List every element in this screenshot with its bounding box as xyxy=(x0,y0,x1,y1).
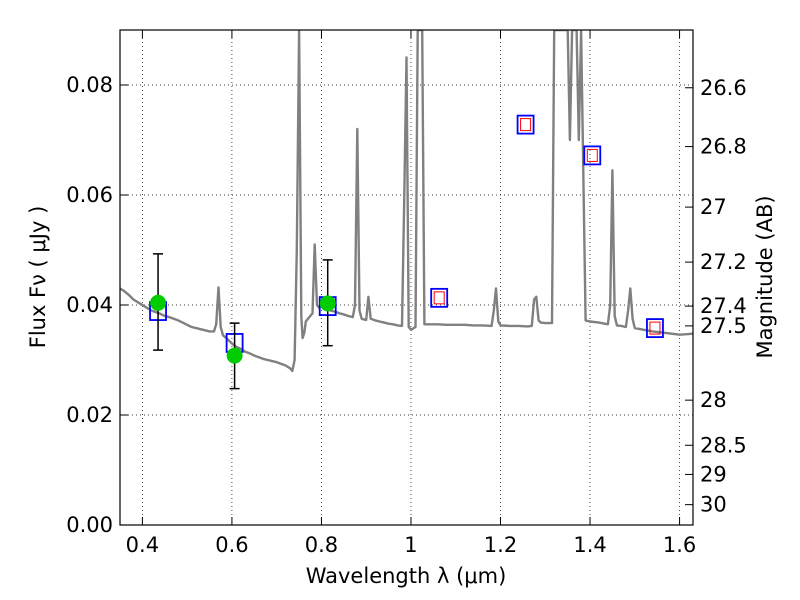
x-tick-label: 1.6 xyxy=(663,533,696,557)
model-square-marker xyxy=(430,287,449,308)
right-tick-label: 27 xyxy=(700,195,727,219)
right-tick-label: 26.6 xyxy=(700,76,747,100)
right-tick-label: 27.2 xyxy=(700,250,747,274)
right-tick-label: 29 xyxy=(700,462,727,486)
y-axis-label: Flux Fν ( μJy ) xyxy=(26,206,50,349)
x-axis-label: Wavelength λ (μm) xyxy=(306,564,507,588)
x-tick-label: 0.6 xyxy=(215,533,248,557)
x-tick-label: 1.2 xyxy=(484,533,517,557)
right-tick-label: 28.5 xyxy=(700,433,747,457)
x-tick-label: 0.8 xyxy=(305,533,338,557)
model-square-marker xyxy=(583,145,602,166)
right-tick-label: 26.8 xyxy=(700,135,747,159)
model-square-marker xyxy=(646,318,664,339)
tick-layer: 0.4 0.6 0.8 1 1.2 1.4 1.6 0.00 0.02 0.04 0.06 0.08 2… xyxy=(66,30,747,557)
x-tick-label: 1 xyxy=(404,533,417,557)
data-layer xyxy=(120,30,693,373)
model-inner-square-marker xyxy=(520,118,532,132)
observed-point xyxy=(150,294,167,311)
x-tick-label: 0.4 xyxy=(126,533,159,557)
right-tick-label: 28 xyxy=(700,388,727,412)
right-tick-label: 30 xyxy=(700,493,727,517)
model-inner-square-marker xyxy=(433,291,445,305)
model-inner-square-marker xyxy=(586,148,598,162)
model-inner-square-marker xyxy=(649,321,661,335)
right-axis-label: Magnitude (AB) xyxy=(753,195,777,358)
right-tick-label: 27.4 xyxy=(700,294,747,318)
observed-point xyxy=(319,295,336,312)
model-square-marker xyxy=(516,114,535,135)
y-tick-label: 0.06 xyxy=(66,183,113,207)
observed-point xyxy=(226,347,243,364)
y-tick-label: 0.08 xyxy=(66,73,113,97)
plot-frame xyxy=(119,29,694,526)
y-tick-label: 0.02 xyxy=(66,403,113,427)
marker-layer xyxy=(149,114,664,390)
y-tick-label: 0.04 xyxy=(66,293,113,317)
right-tick-label: 27.5 xyxy=(700,314,747,338)
y-tick-label: 0.00 xyxy=(66,513,113,537)
spectrum-line xyxy=(120,30,693,373)
x-tick-label: 1.4 xyxy=(573,533,606,557)
grid-lines xyxy=(120,30,693,526)
